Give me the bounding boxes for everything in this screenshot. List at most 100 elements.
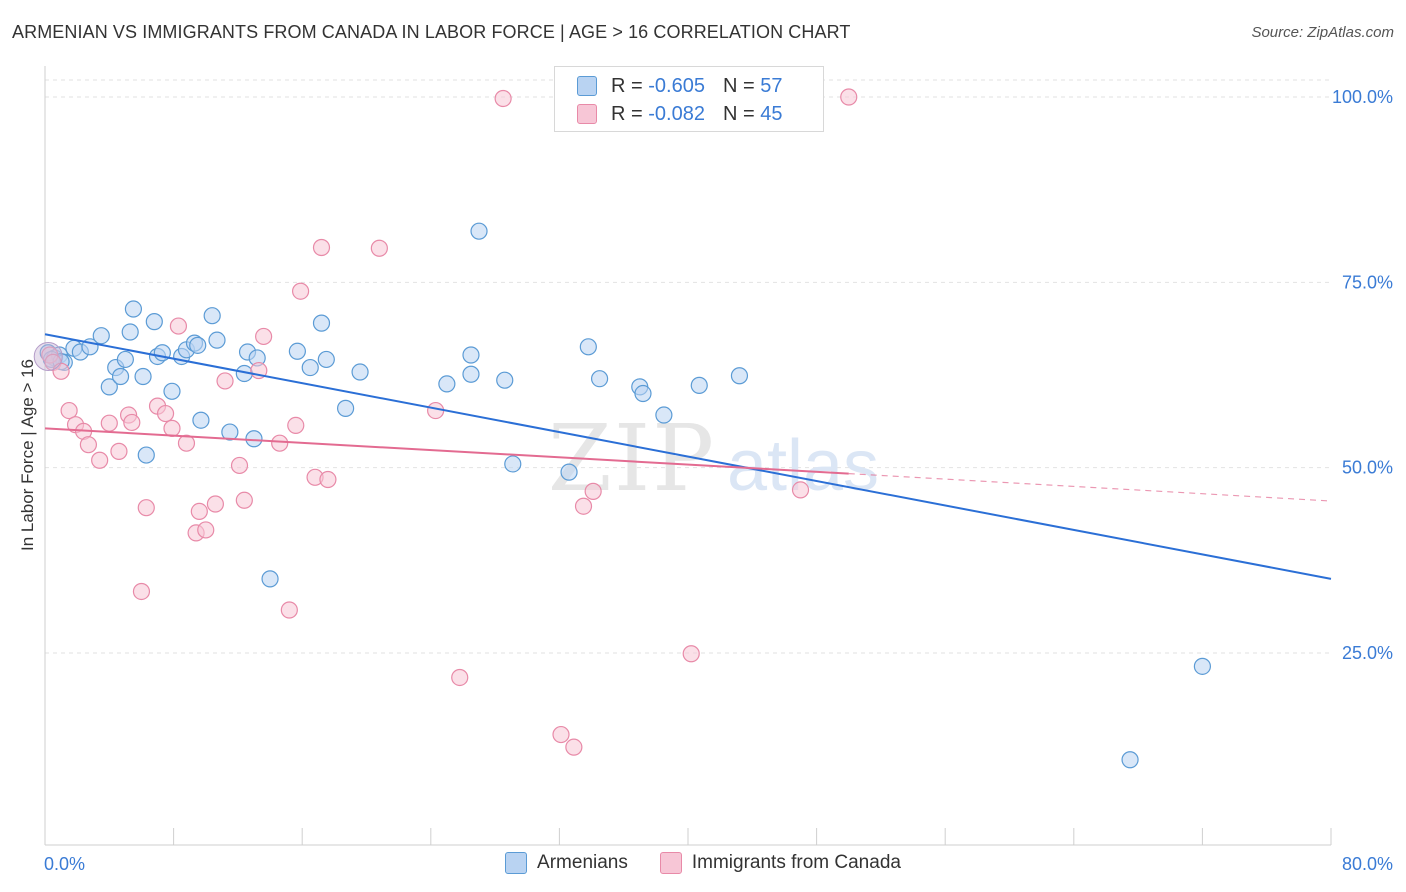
canada-point <box>156 404 175 423</box>
cluster-point <box>33 341 63 371</box>
canada-point <box>312 238 331 257</box>
canada-point <box>91 451 109 469</box>
canada-swatch <box>577 104 597 124</box>
y-tick-label: 75.0% <box>1342 272 1393 292</box>
stats-legend: R = -0.605 N = 57 R = -0.082 N = 45 <box>554 66 824 132</box>
armenians-point <box>189 336 207 354</box>
canada-point <box>370 239 388 257</box>
canada-point <box>163 419 181 437</box>
armenians-point <box>462 346 480 364</box>
armenians-point <box>337 399 355 417</box>
canada-point <box>100 414 118 432</box>
armenians-point <box>301 358 319 377</box>
armenians-point <box>203 307 221 325</box>
tick-labels: 100.0% 75.0% 50.0% 25.0% 0.0% 80.0% <box>44 87 1393 874</box>
armenians-point <box>504 455 522 473</box>
canada-point <box>216 372 234 390</box>
canada-point <box>319 470 337 489</box>
y-tick-label: 100.0% <box>1332 87 1393 107</box>
armenians-point <box>730 367 749 385</box>
canada-point <box>791 481 810 499</box>
r-label: R = <box>611 102 643 125</box>
n-label: N = <box>722 74 755 97</box>
canada-point <box>271 434 289 452</box>
armenians-point <box>100 378 118 396</box>
n-label: N = <box>722 102 755 125</box>
armenians-point <box>288 342 306 360</box>
armenians-point <box>655 406 673 424</box>
armenians-point <box>245 430 263 448</box>
armenians-point <box>1121 751 1139 769</box>
legend-row-canada: R = -0.082 N = 45 <box>577 103 782 125</box>
canada-point <box>682 645 700 663</box>
armenians-trendline <box>44 333 1332 580</box>
canada-point <box>197 521 215 539</box>
canada-point <box>451 668 469 687</box>
x-tick-label-max: 80.0% <box>1342 854 1393 874</box>
armenians-point <box>690 376 708 394</box>
legend-item-canada: Immigrants from Canada <box>659 852 901 874</box>
armenians-point <box>116 350 134 369</box>
armenians-point <box>462 365 480 383</box>
armenians-point <box>317 350 335 369</box>
canada-point <box>287 416 305 435</box>
x-tick-label-min: 0.0% <box>44 854 85 874</box>
y-tick-label: 25.0% <box>1342 643 1393 663</box>
canada-point <box>565 738 583 756</box>
n-value: 45 <box>760 102 783 125</box>
armenians-point <box>438 375 456 393</box>
armenians-point <box>111 367 130 386</box>
armenians-point <box>579 338 597 356</box>
data-points <box>33 88 1212 769</box>
canada-legend-swatch <box>659 852 682 874</box>
canada-point <box>552 725 570 744</box>
legend-label-canada: Immigrants from Canada <box>691 852 901 873</box>
armenians-point <box>163 382 181 400</box>
canada-point <box>291 282 310 300</box>
canada-point <box>60 401 78 420</box>
trend-lines <box>44 333 1332 580</box>
armenians-point <box>145 313 163 331</box>
canada-point <box>574 497 593 515</box>
armenians-point <box>92 327 110 345</box>
armenians-point <box>496 371 514 389</box>
armenians-point <box>634 384 652 403</box>
canada-point <box>123 413 141 432</box>
r-value: -0.082 <box>648 102 705 125</box>
canada-point <box>79 436 98 454</box>
canada-point <box>235 491 253 509</box>
axes <box>44 66 1332 846</box>
source-label: Source: ZipAtlas.com <box>1251 24 1394 41</box>
armenians-legend-swatch <box>505 852 528 874</box>
canada-point <box>177 434 196 452</box>
armenians-point <box>124 300 143 318</box>
series-legend: Armenians Immigrants from Canada <box>0 852 1406 874</box>
r-label: R = <box>611 74 643 97</box>
canada-trendline <box>44 427 849 475</box>
canada-point <box>190 502 208 521</box>
armenians-swatch <box>577 76 597 96</box>
canada-point <box>169 317 188 335</box>
canada-point <box>280 601 298 619</box>
armenians-point <box>351 363 369 381</box>
canada-trendline-extension <box>848 472 1332 502</box>
armenians-point <box>192 411 210 429</box>
canada-point <box>584 482 602 500</box>
legend-item-armenians: Armenians <box>505 852 628 874</box>
armenians-point <box>560 463 578 481</box>
legend-label-armenians: Armenians <box>537 852 628 873</box>
legend-row-armenians: R = -0.605 N = 57 <box>577 75 782 97</box>
armenians-point <box>134 367 152 386</box>
canada-point <box>255 327 273 346</box>
armenians-point <box>221 423 239 441</box>
armenians-point <box>121 323 139 341</box>
armenians-point <box>470 222 488 240</box>
armenians-point <box>208 331 226 349</box>
canada-point <box>132 582 151 601</box>
armenians-point <box>1193 657 1212 675</box>
armenians-point <box>312 314 331 332</box>
canada-point <box>206 495 224 513</box>
n-value: 57 <box>760 74 783 97</box>
y-tick-label: 50.0% <box>1342 458 1393 478</box>
